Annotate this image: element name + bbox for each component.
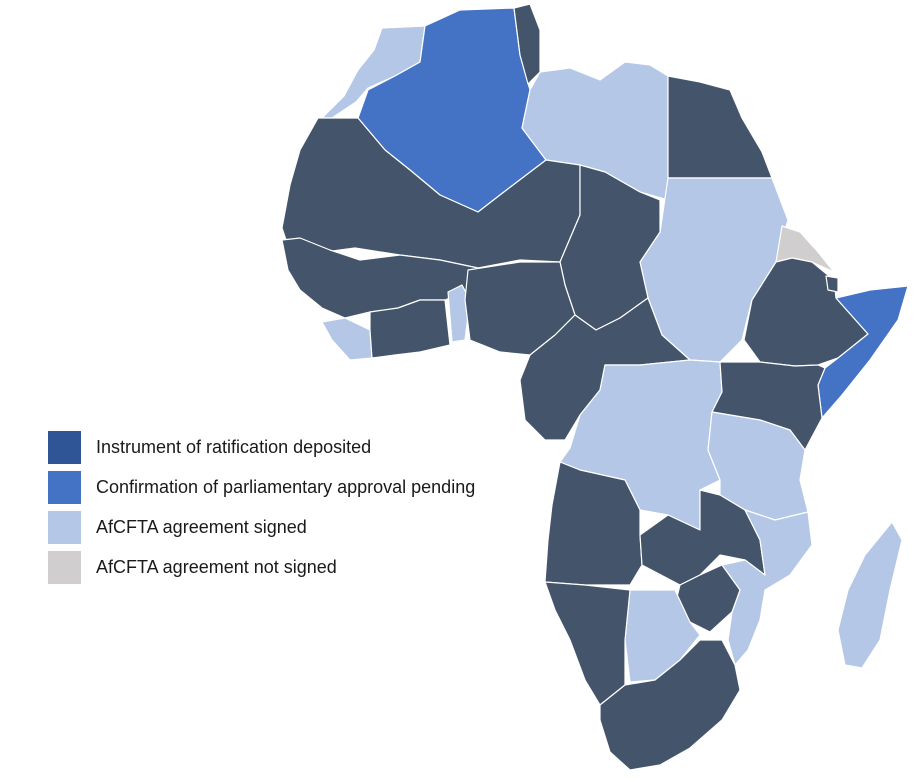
region-djibouti <box>825 275 839 293</box>
legend-label-ratified: Instrument of ratification deposited <box>96 436 372 457</box>
region-south-africa <box>599 639 741 771</box>
legend-label-pending: Confirmation of parliamentary approval p… <box>96 476 476 497</box>
region-gulf-coast <box>369 299 451 359</box>
legend-swatch-pending <box>48 470 81 504</box>
region-egypt <box>667 75 773 179</box>
map-legend: Instrument of ratification deposited Con… <box>48 427 475 587</box>
legend-item-not-signed: AfCFTA agreement not signed <box>48 547 475 587</box>
region-liberia <box>321 317 373 361</box>
legend-item-ratified: Instrument of ratification deposited <box>48 427 475 467</box>
legend-label-not-signed: AfCFTA agreement not signed <box>96 556 337 577</box>
region-somalia <box>817 285 909 419</box>
legend-swatch-ratified <box>48 430 81 464</box>
legend-item-pending: Confirmation of parliamentary approval p… <box>48 467 475 507</box>
region-libya <box>521 61 669 201</box>
legend-swatch-not-signed <box>48 550 81 584</box>
region-namibia <box>544 581 631 706</box>
legend-item-signed: AfCFTA agreement signed <box>48 507 475 547</box>
region-madagascar <box>837 521 903 669</box>
legend-label-signed: AfCFTA agreement signed <box>96 516 307 537</box>
legend-swatch-signed <box>48 510 81 544</box>
region-angola <box>544 461 643 586</box>
